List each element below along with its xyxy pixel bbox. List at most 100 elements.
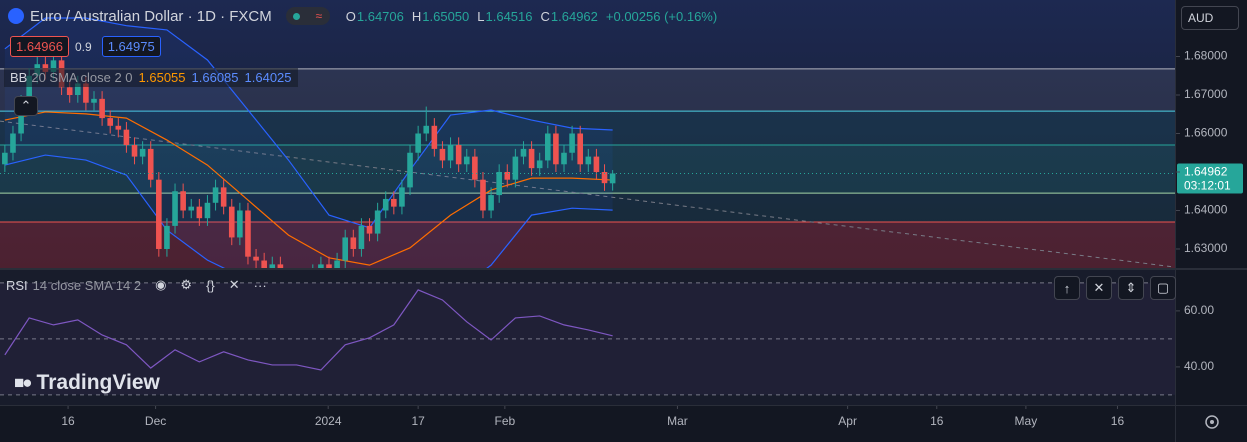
- last-price-box: [1177, 163, 1243, 194]
- more-icon[interactable]: ···: [253, 277, 267, 293]
- candle-body: [237, 210, 243, 238]
- rsi-tick-label: 40.00: [1184, 359, 1214, 373]
- x-tick-label: 16: [1111, 414, 1125, 428]
- rsi-line: [4, 289, 613, 371]
- candle-body: [277, 264, 284, 268]
- candle-body: [2, 152, 8, 165]
- level-zone: [0, 145, 1175, 194]
- collapse[interactable]: ⌃: [14, 96, 38, 116]
- candle-body: [374, 210, 381, 234]
- candle-body: [520, 148, 527, 157]
- ohlc-key: O: [345, 8, 356, 24]
- candle-body: [245, 210, 251, 257]
- status-pill[interactable]: ≈: [285, 7, 330, 25]
- candle-body: [463, 156, 470, 165]
- y-tick-label: 1.63000: [1184, 241, 1228, 255]
- remove-icon[interactable]: ✕: [228, 277, 240, 292]
- band-upper: [4, 17, 613, 229]
- y-tick-label: 1.67000: [1184, 87, 1228, 101]
- x-tick-label: 17: [411, 414, 425, 428]
- level-zone: [0, 111, 1175, 146]
- x-tick-label: Apr: [838, 414, 857, 428]
- rsi-params: 14 close SMA 14 2: [32, 277, 142, 293]
- x-tick-label: 16: [930, 414, 944, 428]
- candle-body: [220, 187, 227, 207]
- candle-body: [512, 156, 519, 180]
- y-tick-label: 1.68000: [1184, 49, 1228, 63]
- bb-params: 20 SMA close 2 0: [31, 70, 133, 85]
- rsi-name: RSI: [6, 277, 28, 293]
- candle-body: [107, 118, 114, 126]
- candle-body: [18, 102, 24, 134]
- candle-body: [261, 260, 267, 268]
- candle-body: [99, 98, 105, 119]
- logo: ■●: [14, 373, 32, 392]
- candle-body: [91, 98, 97, 103]
- bb-basis: 1.65055: [138, 70, 186, 85]
- x-tick-label: May: [1015, 414, 1038, 428]
- candle-body: [115, 125, 122, 130]
- candle-body: [204, 202, 211, 219]
- last-price-label: 1.64962: [1184, 165, 1228, 179]
- change: +0.00256 (+0.16%): [605, 8, 718, 24]
- candle-body: [480, 179, 486, 211]
- candle-body: [131, 145, 138, 157]
- x-tick-label: Feb: [495, 414, 516, 428]
- candle-body: [601, 171, 608, 184]
- countdown: 03:12:01: [1184, 179, 1231, 193]
- candle-body: [561, 152, 567, 165]
- collapse-pane[interactable]: ⇕: [1118, 276, 1144, 300]
- eye-icon[interactable]: ◉: [155, 277, 167, 292]
- ohlc-value: 1.64962: [550, 8, 598, 24]
- candle-body: [472, 156, 478, 180]
- candle-body: [188, 206, 195, 211]
- rsi-tick-label: 60.00: [1184, 303, 1214, 317]
- settings-icon[interactable]: [1205, 415, 1219, 429]
- currency: AUD: [1188, 11, 1214, 25]
- symbol-title[interactable]: Euro / Australian Dollar · 1D · FXCM: [30, 7, 272, 25]
- y-tick-label: 1.64000: [1184, 203, 1228, 217]
- buy-button[interactable]: 1.64975: [101, 36, 161, 57]
- candle-body: [593, 156, 600, 172]
- candle-body: [318, 264, 324, 268]
- rsi-pane: [0, 270, 1175, 405]
- code-icon[interactable]: {}: [206, 277, 215, 293]
- bb-lower: 1.64025: [244, 70, 292, 85]
- price-plot: [0, 17, 1175, 268]
- level-zone: [0, 222, 1175, 268]
- candle-body: [455, 145, 462, 165]
- candle-body: [488, 195, 494, 211]
- ohlc: O 1.64706 H 1.65050 L 1.64516 C 1.64962: [346, 9, 606, 24]
- ohlc-value: 1.65050: [422, 8, 470, 24]
- sell-button[interactable]: 1.64966: [10, 36, 69, 57]
- candle-body: [544, 133, 551, 161]
- ohlc-key: C: [540, 8, 550, 24]
- header: Euro / Australian Dollar · 1D · FXCM ≈ O…: [8, 7, 725, 25]
- currency-select[interactable]: AUD: [1181, 6, 1239, 30]
- maximize-pane[interactable]: ▢: [1150, 276, 1176, 300]
- ohlc-key: H: [411, 8, 422, 24]
- candle-body: [334, 260, 340, 268]
- candle-body: [366, 225, 373, 234]
- bb-legend: BB 20 SMA close 2 0 1.65055 1.66085 1.64…: [4, 68, 298, 87]
- candle-body: [431, 125, 438, 149]
- x-tick-label: Dec: [145, 414, 166, 428]
- candle-body: [577, 133, 584, 165]
- close-pane[interactable]: ✕: [1086, 276, 1112, 300]
- candle-body: [212, 187, 219, 203]
- ohlc-value: 1.64706: [356, 8, 404, 24]
- candle-body: [415, 133, 421, 153]
- candle-body: [139, 148, 146, 157]
- move-up[interactable]: ↑: [1054, 276, 1080, 300]
- candle-body: [496, 171, 502, 196]
- candle-body: [269, 264, 276, 268]
- candle-body: [553, 133, 559, 165]
- bb-name: BB: [10, 70, 28, 85]
- candle-body: [326, 264, 332, 268]
- candle-body: [536, 160, 543, 169]
- candle-body: [26, 75, 32, 103]
- settings-icon[interactable]: ⚙: [180, 277, 193, 292]
- candle-body: [585, 156, 592, 165]
